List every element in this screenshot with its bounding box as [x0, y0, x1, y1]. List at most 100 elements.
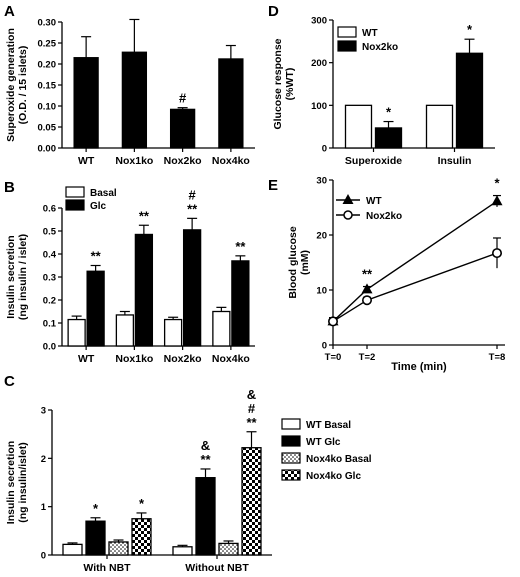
- panel-a-bar: [218, 58, 244, 149]
- panel-c-bar: [241, 447, 262, 556]
- panel-e-chart: 0 10 20 30 T=0 T=2 T=8 Time (min) Blood glucose(…: [287, 176, 505, 374]
- panel-e-x-tick-label: T=0: [325, 352, 342, 363]
- panel-c-bar: [62, 543, 83, 556]
- 1-y-tick-label: 0.5: [43, 227, 57, 238]
- 4-y-tick-label: 30: [316, 176, 327, 187]
- panel-e-y-axis-title: Blood glucose: [287, 226, 299, 298]
- panel-label-c: C: [4, 373, 15, 390]
- panel-b-category-label: Nox4ko: [212, 353, 250, 365]
- panel-c-significance: &: [201, 438, 210, 453]
- panel-b-significance: **: [187, 201, 198, 216]
- panel-b-category-label: WT: [78, 353, 95, 365]
- panel-a-category-label: Nox2ko: [164, 155, 202, 167]
- panel-d-category-label: Superoxide: [345, 155, 402, 167]
- panel-label-a: A: [4, 3, 15, 20]
- panel-e-x-tick-label: T=2: [359, 352, 376, 363]
- panel-b-bar: [182, 229, 202, 347]
- 1-y-tick-label: 0.4: [43, 250, 57, 261]
- 0-y-tick-label: 0.30: [38, 18, 57, 29]
- panel-b-bar: [67, 318, 86, 347]
- panel-c-legend-label: Nox4ko Basal: [306, 454, 372, 465]
- panel-b-significance: **: [235, 239, 246, 254]
- panel-a-chart: 0.00 0.05 0.10 0.15 0.20 0.25 0.30 WT Nox1ko # Nox…: [5, 18, 255, 167]
- panel-a-category-label: Nox4ko: [212, 155, 250, 167]
- panel-label-b: B: [4, 179, 15, 196]
- 0-y-tick-label: 0.05: [38, 123, 57, 134]
- 2-y-tick-label: 3: [41, 406, 46, 417]
- panel-b-category-label: Nox1ko: [115, 353, 153, 365]
- 4-y-tick-label: 10: [316, 286, 327, 297]
- panel-b-legend-label: Glc: [90, 201, 107, 212]
- panel-b-bar: [231, 260, 250, 347]
- panel-a-significance: #: [179, 91, 187, 106]
- panel-c-y-axis-title: Insulin secretion: [5, 441, 17, 524]
- panel-c-legend-swatch: [281, 469, 301, 481]
- panel-b-y-axis-title: Insulin secretion: [5, 235, 17, 318]
- panel-d-significance: *: [467, 22, 473, 37]
- panel-e-legend-marker: [342, 194, 354, 204]
- panel-d-bar: [425, 104, 454, 149]
- 2-y-tick-label: 1: [41, 502, 47, 513]
- panel-d-chart: 0 100 200 300 * Superoxide * Insulin Glucose res…: [272, 16, 495, 167]
- 3-y-tick-label: 0: [322, 144, 327, 155]
- 2-y-tick-label: 0: [41, 551, 46, 562]
- panel-b-bar: [212, 310, 231, 347]
- 2-y-tick-label: 2: [41, 454, 46, 465]
- panel-a-bar: [121, 51, 148, 149]
- panel-c-category-label: With NBT: [83, 562, 131, 574]
- panel-c-significance: *: [139, 496, 145, 511]
- panel-c-bar: [218, 542, 239, 556]
- panel-d-significance: *: [386, 105, 392, 120]
- panel-c-legend-swatch: [281, 418, 301, 430]
- panel-d-y-axis-title: Glucose response: [272, 38, 284, 129]
- panel-c-significance: &: [247, 387, 256, 402]
- panel-c-y-axis-title: (ng insulin/islet): [17, 442, 29, 523]
- 1-y-tick-label: 0.3: [43, 273, 56, 284]
- panel-c-legend-label: WT Glc: [306, 437, 341, 448]
- panel-b-y-axis-title: (ng insulin / islet): [17, 234, 29, 320]
- 1-y-tick-label: 0.6: [43, 204, 56, 215]
- panel-label-e: E: [268, 177, 278, 194]
- 0-y-tick-label: 0.25: [38, 39, 57, 50]
- panel-c-legend-swatch: [281, 435, 301, 447]
- panel-b-legend-swatch: [65, 186, 85, 198]
- panel-e-x-tick-label: T=8: [489, 352, 506, 363]
- 4-y-tick-label: 0: [322, 341, 327, 352]
- panel-c-bar: [108, 541, 129, 556]
- panel-a-bar: [169, 108, 196, 149]
- panel-e-series-line: [332, 252, 498, 323]
- panel-b-significance: #: [189, 187, 197, 202]
- panel-d-legend-label: Nox2ko: [362, 42, 398, 53]
- panel-d-bar: [455, 52, 484, 149]
- 0-y-tick-label: 0.20: [38, 60, 57, 71]
- 4-y-tick-label: 20: [316, 231, 327, 242]
- panel-b-significance: **: [139, 208, 150, 223]
- panel-d-bar: [374, 127, 403, 149]
- panel-c-significance: **: [200, 452, 211, 467]
- 0-y-tick-label: 0.00: [38, 144, 57, 155]
- panel-d-legend-label: WT: [362, 28, 378, 39]
- panel-c-significance: #: [248, 401, 256, 416]
- panel-e-legend-label: Nox2ko: [366, 211, 402, 222]
- panel-label-d: D: [268, 3, 279, 20]
- panel-c-bar: [85, 520, 106, 556]
- panel-c-legend-swatch: [281, 452, 301, 464]
- panel-e-legend-label: WT: [366, 196, 382, 207]
- panel-a-category-label: WT: [78, 155, 95, 167]
- 3-y-tick-label: 100: [311, 101, 327, 112]
- panel-d-y-axis-title: (%WT): [284, 68, 296, 101]
- panel-e-y-axis-title: (mM): [299, 250, 311, 275]
- panel-b-legend-swatch: [65, 199, 85, 211]
- 3-y-tick-label: 200: [311, 58, 327, 69]
- 3-y-tick-label: 300: [311, 16, 327, 27]
- panel-e-x-axis-title: Time (min): [391, 361, 447, 373]
- panel-d-legend-swatch: [337, 40, 357, 52]
- 1-y-tick-label: 0.1: [43, 319, 57, 330]
- panel-b-bar: [86, 270, 105, 347]
- panel-e-significance: *: [494, 176, 500, 191]
- panel-c-legend-label: Nox4ko Glc: [306, 471, 361, 482]
- panel-c-bar: [172, 546, 193, 556]
- panel-a-y-axis-title: Superoxide generation: [5, 28, 17, 142]
- panel-a-category-label: Nox1ko: [115, 155, 153, 167]
